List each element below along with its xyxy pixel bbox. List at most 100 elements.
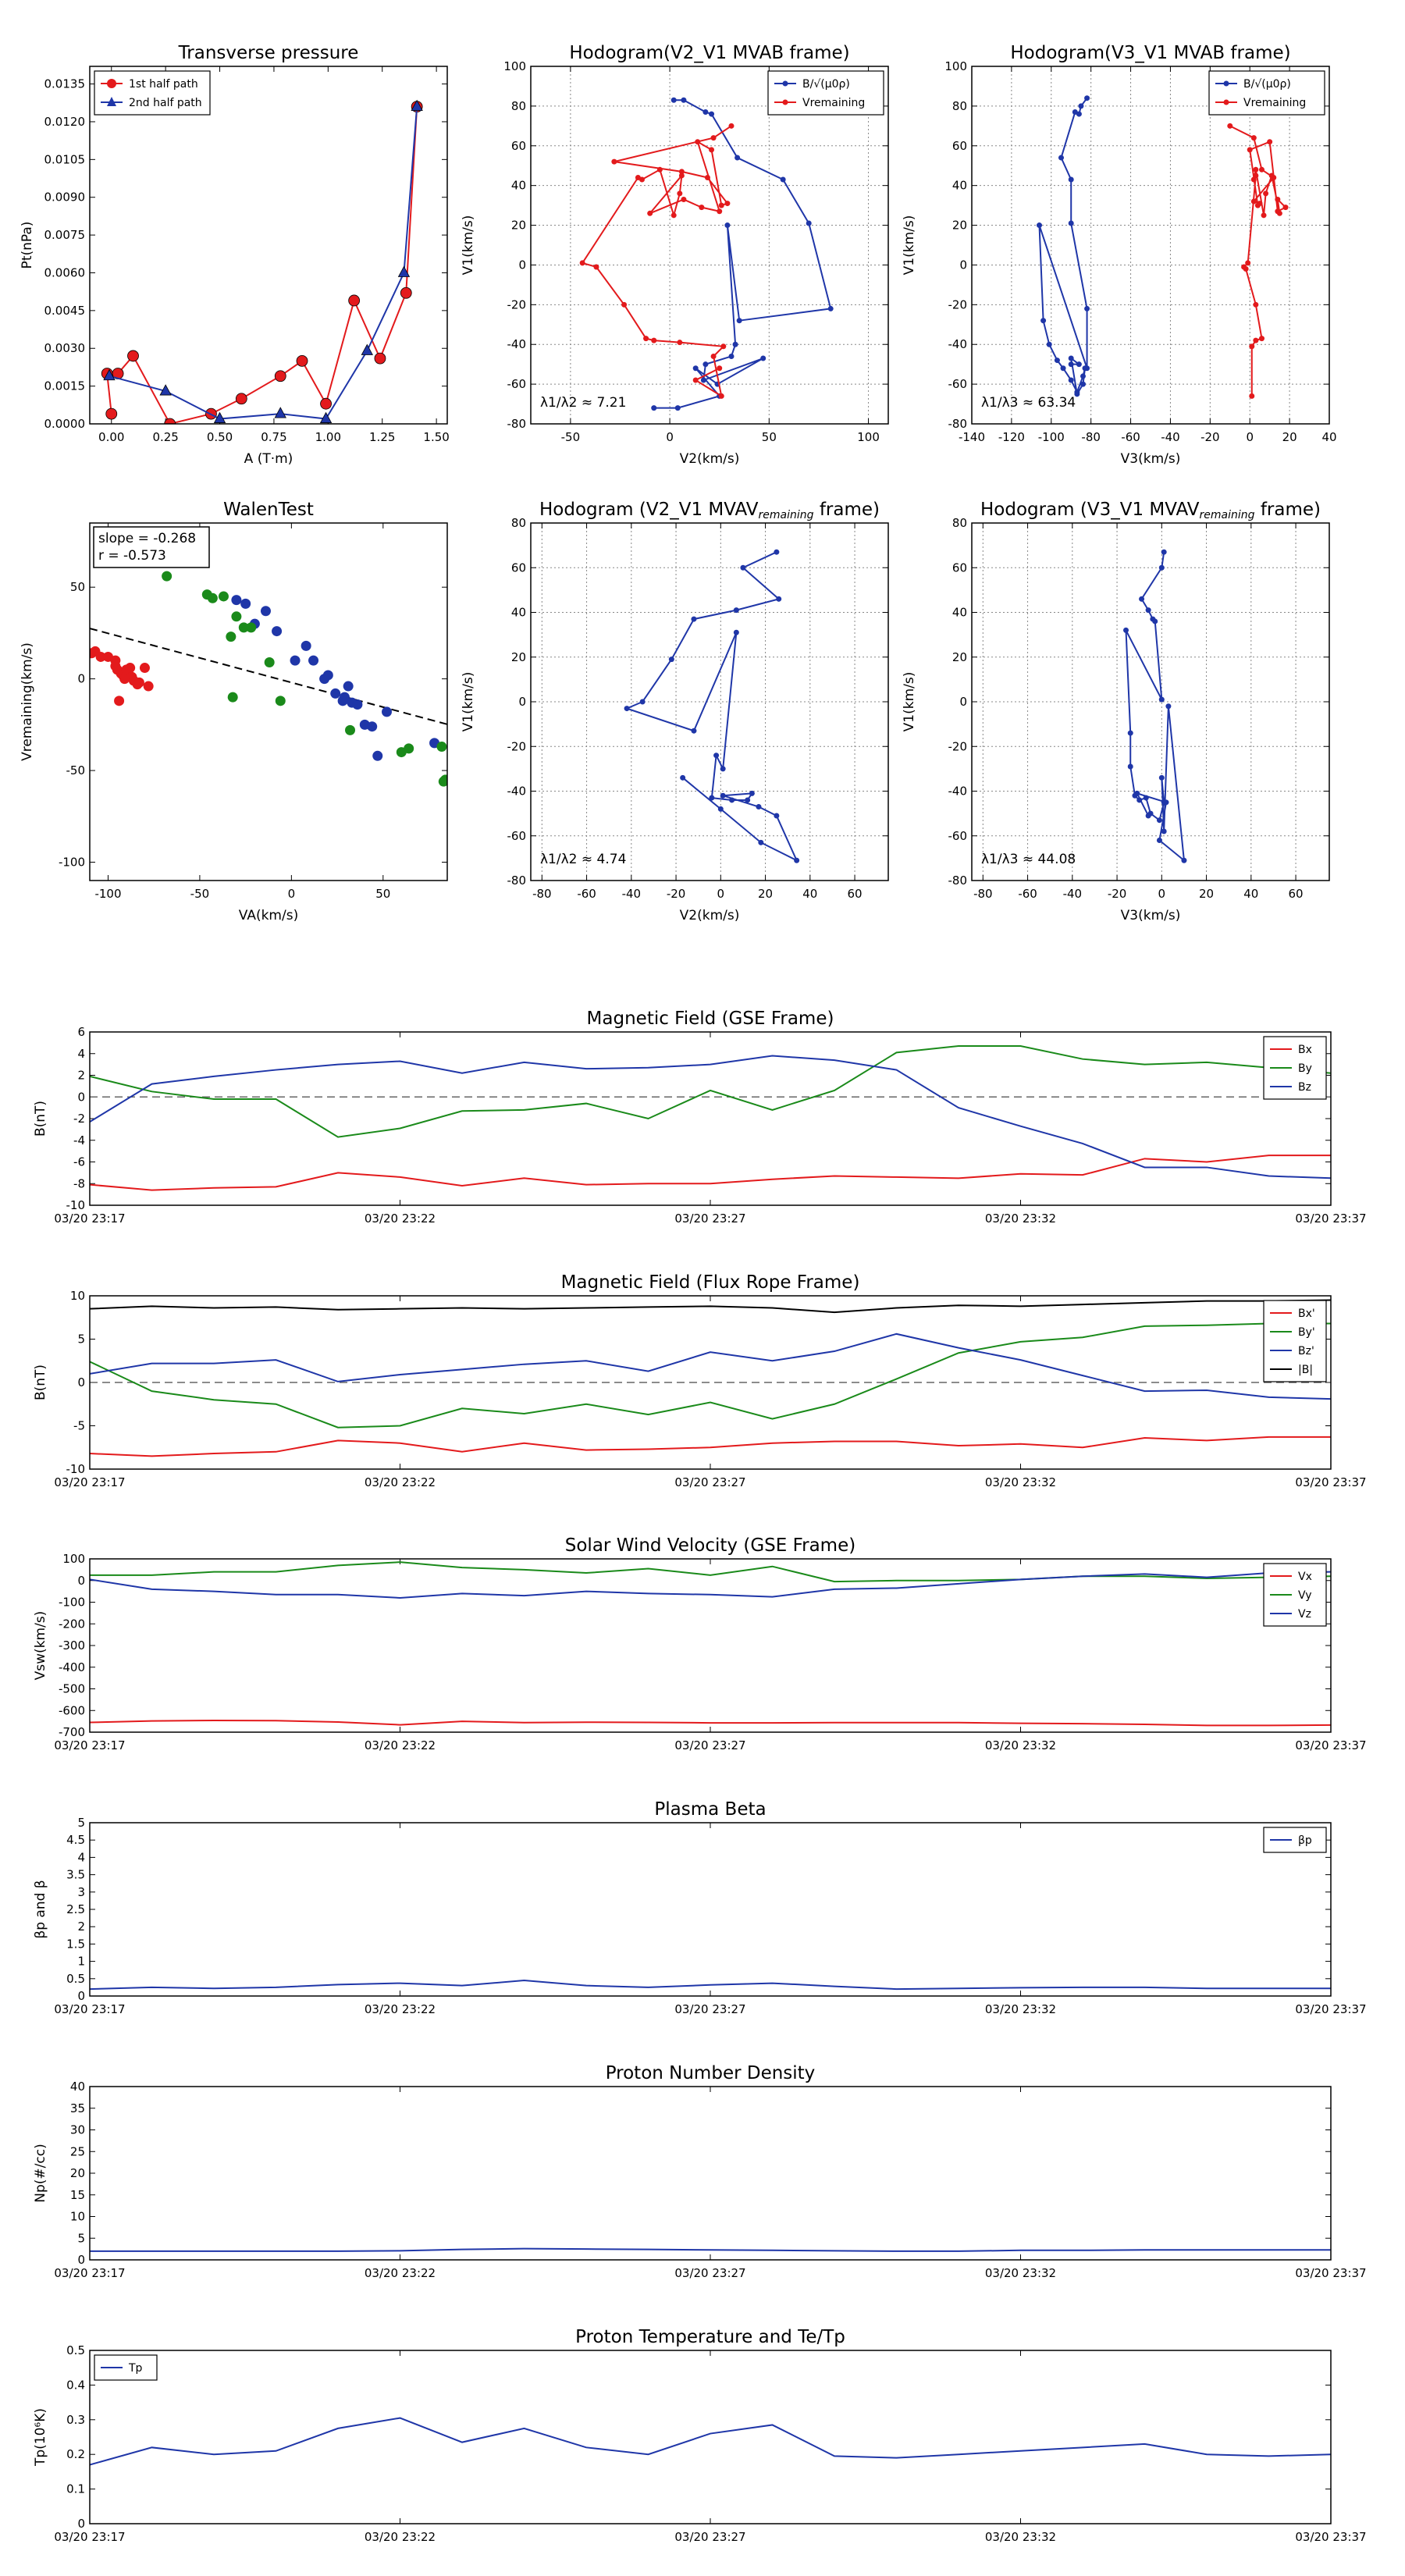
series--b-: [90, 1299, 1331, 1314]
legend-label: By': [1298, 1326, 1315, 1339]
data-point: [274, 370, 286, 382]
data-point: [319, 411, 333, 423]
data-point: [1253, 166, 1259, 173]
data-point: [674, 405, 681, 411]
y-tick-label: 0.1: [66, 2482, 85, 2496]
y-axis-label: Np(#/cc): [33, 2144, 48, 2202]
data-point: [692, 365, 699, 372]
x-tick-label: -100: [1038, 430, 1065, 444]
data-point: [593, 264, 599, 270]
data-point: [709, 111, 715, 117]
series-line: [581, 125, 732, 398]
data-point: [728, 123, 735, 129]
y-tick-label: 40: [70, 2080, 85, 2094]
data-point: [290, 655, 301, 666]
y-tick-label: 100: [944, 59, 967, 73]
y-tick-label: 80: [952, 516, 967, 530]
series-bx-: [90, 1436, 1331, 1457]
legend-marker: [107, 79, 116, 88]
legend-label: Vx: [1298, 1571, 1312, 1583]
eigen-ratio-label: λ1/λ3 ≈ 63.34: [981, 395, 1076, 411]
chart-title: Hodogram(V2_V1 MVAB frame): [569, 43, 849, 63]
data-point: [231, 611, 242, 622]
y-tick-label: 0.0090: [44, 190, 86, 205]
x-tick-label: 100: [857, 430, 880, 444]
x-tick-label: -40: [1063, 887, 1083, 901]
y-axis-label: Vremaining(km/s): [20, 642, 35, 761]
data-point: [105, 407, 118, 420]
data-point: [1080, 381, 1086, 387]
y-tick-label: -100: [59, 856, 85, 870]
y-tick-label: 2.5: [66, 1902, 85, 1916]
x-tick-label: 03/20 23:17: [54, 2266, 125, 2280]
y-tick-label: 20: [511, 650, 526, 664]
x-tick-label: 50: [375, 887, 390, 901]
x-axis-label: A (T·m): [244, 451, 293, 467]
data-point: [700, 377, 706, 383]
y-tick-label: -60: [507, 829, 527, 843]
legend-label: B/√(μ0ρ): [802, 78, 850, 91]
data-point: [274, 407, 286, 418]
legend-label: Bz: [1298, 1081, 1311, 1094]
data-point: [704, 174, 710, 180]
x-tick-label: 03/20 23:22: [365, 2530, 436, 2544]
y-tick-label: 0: [959, 695, 967, 709]
y-tick-label: 2: [77, 1920, 85, 1934]
series-vx: [90, 1720, 1331, 1727]
data-point: [681, 97, 687, 103]
data-point: [1078, 103, 1084, 109]
y-tick-label: -80: [948, 873, 968, 888]
data-point: [695, 139, 701, 145]
legend-marker: [1223, 80, 1229, 87]
x-tick-label: 03/20 23:27: [674, 1738, 745, 1752]
plot-frame: [89, 1295, 1332, 1470]
chart-vsw: 03/20 23:17 03/20 23:22 03/20 23:27 03/20 2…: [33, 1535, 1367, 1752]
y-tick-label: 0: [77, 1090, 85, 1104]
data-point: [213, 411, 226, 423]
data-point: [724, 201, 731, 207]
y-tick-label: 6: [77, 1025, 85, 1039]
data-point: [436, 742, 447, 753]
x-tick-label: 0: [1246, 430, 1254, 444]
data-point: [227, 692, 238, 703]
y-tick-label: 0: [518, 258, 526, 272]
y-tick-label: -8: [73, 1176, 85, 1190]
series--p: [90, 1980, 1331, 1991]
y-tick-label: 20: [952, 219, 967, 233]
y-tick-label: -6: [73, 1155, 85, 1169]
data-point: [1250, 135, 1257, 141]
x-tick-label: 1.25: [369, 430, 395, 444]
y-tick-label: -400: [59, 1660, 85, 1674]
chart-title: Hodogram(V3_V1 MVAB frame): [1010, 43, 1290, 63]
data-point: [1276, 210, 1282, 216]
data-point: [103, 368, 116, 381]
data-point: [1152, 618, 1158, 624]
y-tick-label: 10: [70, 1289, 85, 1303]
x-tick-label: 03/20 23:27: [674, 1475, 745, 1489]
x-tick-label: -50: [561, 430, 581, 444]
data-point: [226, 632, 237, 642]
data-point: [699, 205, 705, 211]
data-point: [330, 688, 341, 699]
series-vremaining: [1227, 123, 1289, 399]
y-tick-label: 40: [511, 179, 526, 193]
y-tick-label: 4: [77, 1047, 85, 1061]
data-point: [691, 616, 697, 622]
data-point: [691, 728, 697, 734]
series-line: [90, 1332, 1331, 1400]
plot-frame: [530, 522, 889, 881]
title-end: frame): [814, 500, 880, 520]
y-axis-label: Tp(10⁶K): [33, 2408, 48, 2467]
y-tick-label: 80: [511, 516, 526, 530]
data-point: [235, 393, 247, 405]
x-tick-label: 03/20 23:22: [365, 2002, 436, 2016]
data-point: [1037, 222, 1043, 229]
y-tick-label: -60: [948, 377, 968, 391]
data-point: [1068, 361, 1074, 368]
chart-bfr: 03/20 23:17 03/20 23:22 03/20 23:27 03/20 2…: [33, 1272, 1367, 1489]
y-axis-label: B(nT): [33, 1364, 48, 1400]
data-point: [760, 355, 767, 361]
x-tick-label: 03/20 23:27: [674, 1212, 745, 1226]
chart-title: Hodogram (V3_V1 MVAVremaining frame): [980, 500, 1321, 521]
x-tick-label: 0.75: [261, 430, 286, 444]
